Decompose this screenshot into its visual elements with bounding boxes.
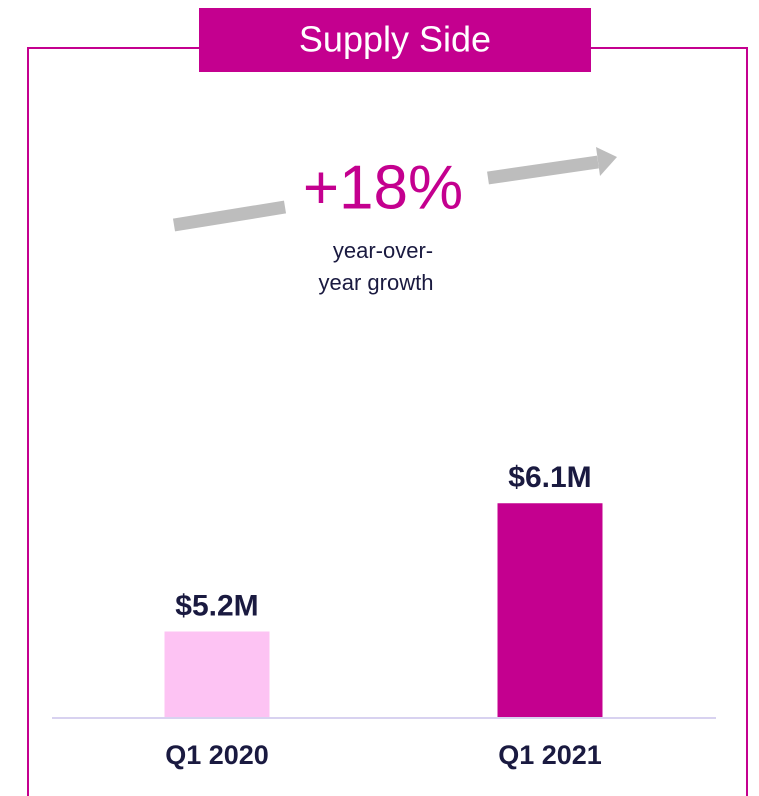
arrow [487,155,599,185]
arrow [172,200,287,232]
title-banner [199,8,591,72]
chart-title: Supply Side [299,19,491,60]
value-label: $5.2M [175,589,258,622]
growth-caption: year-over- [333,238,433,263]
x-tick-label: Q1 2021 [498,740,602,770]
bar [497,503,603,717]
bar [164,631,270,717]
arrow-head [596,147,617,176]
x-tick-label: Q1 2020 [165,740,269,770]
growth-caption: year growth [319,270,434,295]
growth-annotation: +18% [303,153,463,222]
value-label: $6.1M [508,461,591,494]
